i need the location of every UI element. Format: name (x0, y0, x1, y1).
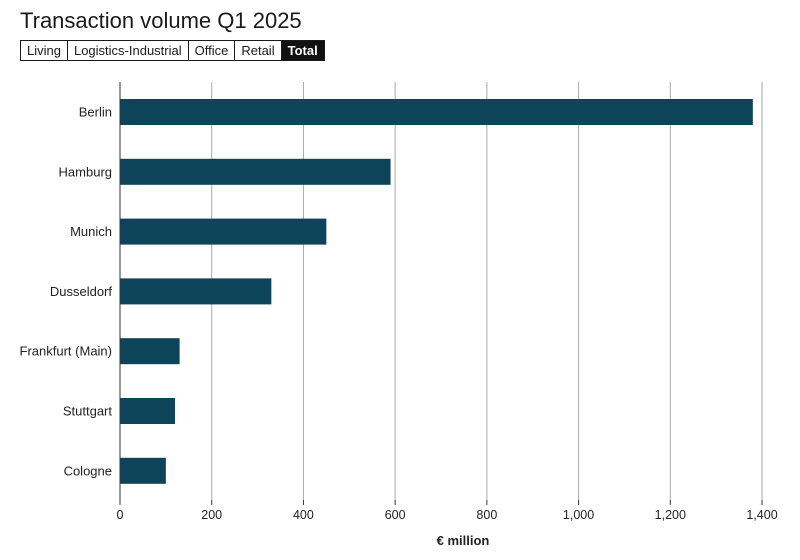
category-tabs: Living Logistics-Industrial Office Retai… (20, 40, 325, 61)
category-label: Frankfurt (Main) (20, 344, 112, 359)
x-tick-label: 1,400 (746, 508, 777, 522)
x-tick-label: 1,000 (563, 508, 594, 522)
tab-logistics-industrial[interactable]: Logistics-Industrial (67, 41, 189, 60)
x-tick-label: 600 (385, 508, 406, 522)
x-tick-label: 1,200 (655, 508, 686, 522)
x-tick-label: 800 (476, 508, 497, 522)
bar (120, 278, 272, 305)
bar (120, 398, 176, 424)
category-label: Munich (70, 224, 112, 239)
tab-retail[interactable]: Retail (235, 41, 282, 60)
x-tick-label: 0 (117, 508, 124, 522)
x-tick-label: 400 (293, 508, 314, 522)
category-label: Stuttgart (63, 404, 113, 419)
x-tick-label: 200 (201, 508, 222, 522)
bar (120, 457, 166, 484)
tab-living[interactable]: Living (21, 41, 68, 60)
bar (120, 338, 180, 365)
tab-office[interactable]: Office (188, 41, 236, 60)
category-label: Cologne (64, 463, 112, 478)
chart-title: Transaction volume Q1 2025 (20, 8, 302, 33)
bar (120, 218, 327, 245)
tab-total[interactable]: Total (281, 41, 324, 60)
x-axis-label: € million (437, 533, 490, 548)
bar (120, 99, 753, 125)
category-label: Dusseldorf (50, 284, 113, 299)
category-label: Hamburg (59, 164, 112, 179)
bar (120, 158, 391, 185)
category-label: Berlin (79, 105, 112, 120)
